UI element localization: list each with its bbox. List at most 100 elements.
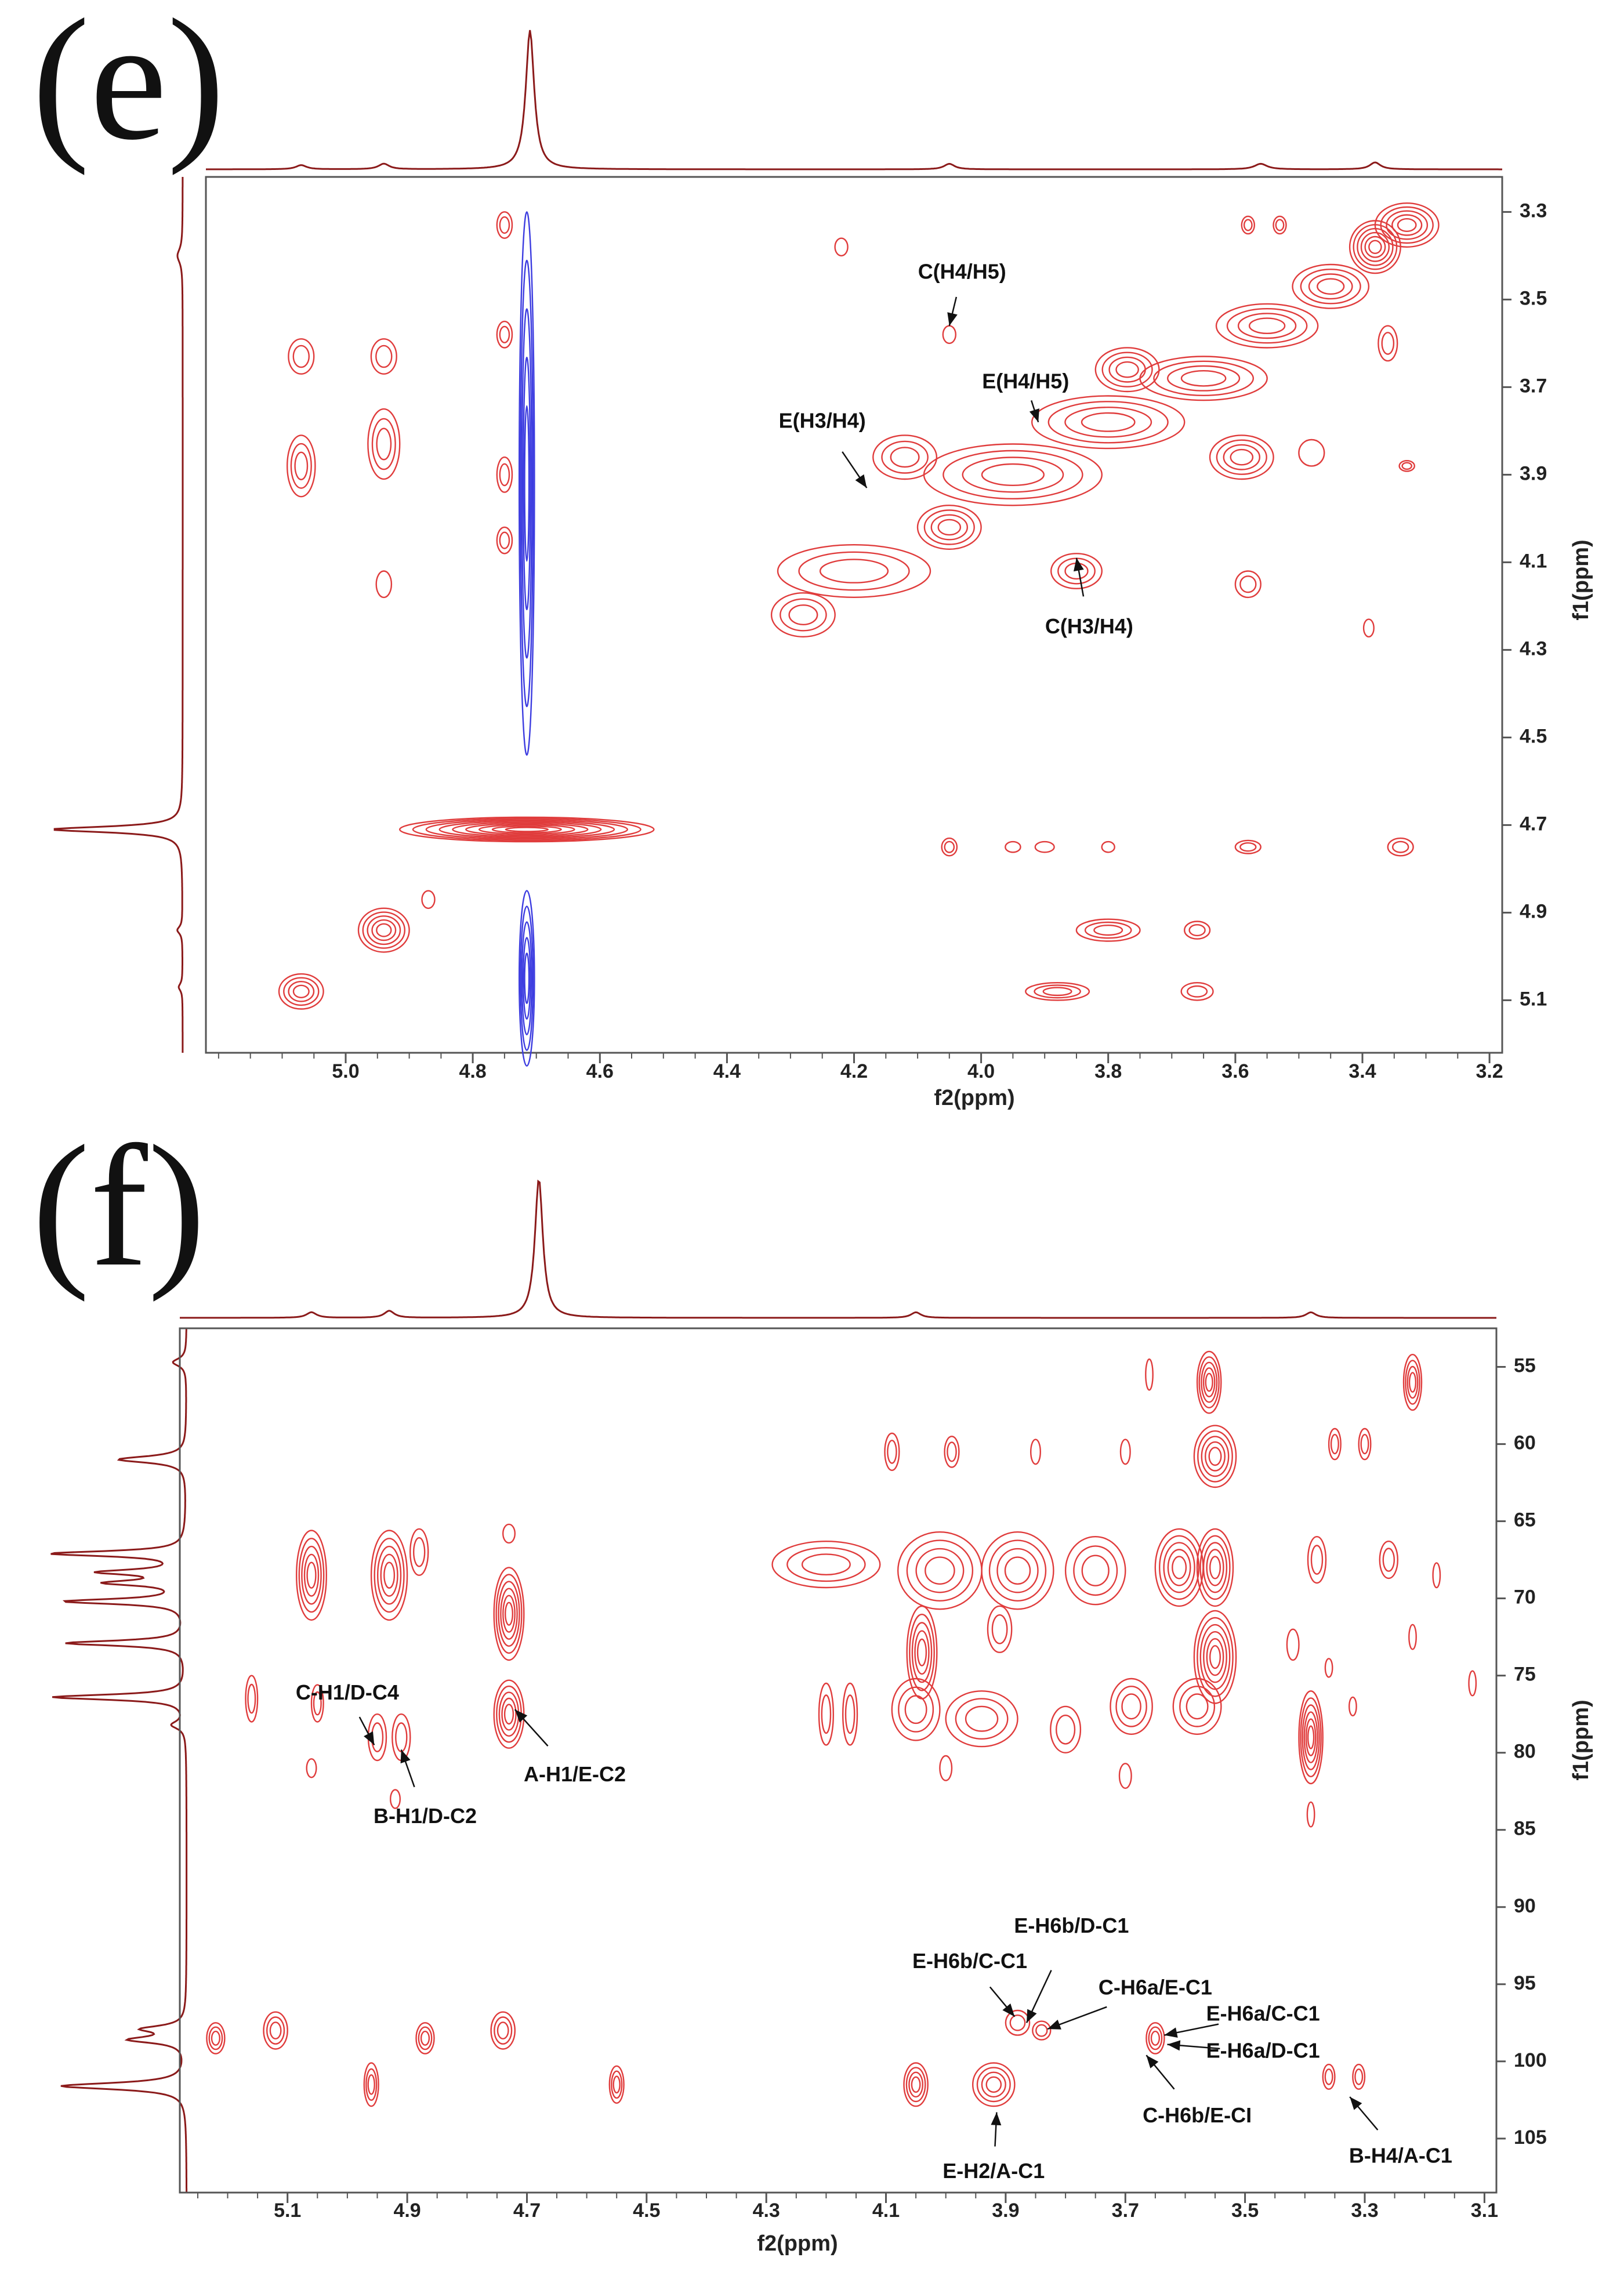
panel-e-top-projection — [206, 30, 1502, 171]
contour-level — [398, 816, 655, 843]
contour-level — [905, 2067, 926, 2103]
contour-level — [891, 1677, 941, 1741]
contour-peak — [496, 211, 513, 239]
contour-level — [521, 308, 532, 659]
contour-level — [842, 1682, 858, 1746]
x-tick-label: 4.3 — [753, 2200, 780, 2222]
contour-peak — [972, 2062, 1016, 2107]
annotation: E-H6b/C-C1 — [912, 1949, 1027, 2017]
panel-e-y-axis-label: f1(ppm) — [1569, 539, 1593, 620]
contour-level — [1402, 1354, 1423, 1411]
contour-level — [1300, 1697, 1322, 1778]
contour-peak — [1408, 1624, 1417, 1650]
contour-level — [1275, 219, 1285, 231]
contour-peak — [834, 237, 849, 257]
annotation: C(H4/H5) — [918, 260, 1006, 326]
contour-level — [1380, 206, 1434, 244]
panel-f-plot-frame — [179, 1327, 1498, 2194]
contour-peak — [884, 1432, 900, 1471]
contour-level — [1031, 395, 1186, 450]
contour-level — [478, 824, 575, 835]
contour-level — [420, 2030, 430, 2046]
contour-level — [524, 952, 530, 1004]
contour-peak — [1005, 840, 1021, 853]
contour-level — [1064, 407, 1152, 438]
contour-level — [1118, 1763, 1132, 1789]
contour-level — [1202, 1542, 1228, 1593]
contour-level — [499, 463, 510, 487]
contour-level — [288, 981, 315, 1002]
contour-level — [298, 1538, 325, 1613]
contour-level — [1188, 924, 1206, 937]
contour-level — [1362, 618, 1375, 637]
contour-level — [498, 1581, 520, 1647]
contour-peak — [872, 434, 938, 480]
contour-level — [941, 837, 958, 857]
contour-level — [1209, 1645, 1221, 1669]
contour-level — [981, 1531, 1054, 1610]
contour-level — [962, 456, 1064, 493]
contour-level — [500, 1588, 518, 1640]
contour-level — [1148, 2026, 1163, 2050]
contour-level — [1184, 921, 1211, 940]
contour-level — [1150, 2030, 1161, 2046]
contour-level — [898, 1686, 934, 1733]
contour-level — [1234, 570, 1262, 599]
x-tick-label: 5.1 — [274, 2200, 301, 2222]
annotation: A-H1/E-C2 — [514, 1709, 626, 1786]
contour-level — [821, 1694, 832, 1734]
contour-peak — [1094, 347, 1160, 393]
contour-level — [1197, 1430, 1233, 1483]
y-tick-label: 3.3 — [1520, 200, 1547, 222]
contour-level — [1330, 1434, 1339, 1455]
x-tick-label: 4.6 — [586, 1060, 614, 1082]
contour-peak — [1398, 460, 1415, 472]
contour-level — [1298, 439, 1325, 467]
contour-level — [1286, 1628, 1300, 1661]
contour-level — [390, 1789, 401, 1809]
contour-peak — [496, 320, 513, 349]
contour-peak — [1075, 918, 1141, 942]
contour-level — [206, 2022, 226, 2055]
x-tick-label: 5.0 — [332, 1060, 359, 1082]
contour-level — [1121, 1693, 1141, 1720]
contour-level — [301, 1545, 322, 1605]
y-tick-label: 85 — [1514, 1818, 1536, 1840]
annotation: E-H6b/D-C1 — [1014, 1914, 1129, 2023]
contour-peak — [1306, 1801, 1315, 1828]
x-tick-label: 3.3 — [1351, 2200, 1378, 2222]
contour-level — [365, 2068, 378, 2101]
contour-level — [266, 2016, 285, 2045]
annotation: E-H2/A-C1 — [942, 2112, 1045, 2183]
contour-level — [412, 817, 641, 842]
panel-f-x-axis-label: f2(ppm) — [757, 2231, 838, 2256]
contour-level — [872, 434, 938, 480]
panel-f: (f) C-H1/D-C4 B-H1/D-C2 A-H1/E-C2 E-H6b/C-C… — [32, 1110, 1593, 2256]
contour-peak — [502, 1523, 516, 1544]
contour-level — [834, 237, 849, 257]
contour-level — [987, 1605, 1013, 1653]
contour-peak — [1050, 1705, 1082, 1753]
contour-level — [788, 604, 818, 625]
contour-level — [503, 1704, 514, 1725]
contour-level — [1172, 1556, 1187, 1579]
contour-peak — [370, 338, 397, 375]
annotation: C-H6a/E-C1 — [1047, 1975, 1212, 2030]
y-tick-label: 100 — [1514, 2049, 1547, 2071]
contour-level — [1050, 1705, 1082, 1753]
contour-peak — [245, 1675, 259, 1723]
contour-peak — [1030, 1439, 1041, 1465]
contour-peak — [1241, 215, 1256, 235]
contour-peak — [771, 1541, 881, 1589]
x-tick-label: 4.1 — [872, 2200, 900, 2222]
contour-level — [496, 2021, 509, 2040]
contour-peak — [1234, 839, 1262, 854]
contour-peak — [1234, 570, 1262, 599]
contour-peak — [1196, 1528, 1234, 1607]
contour-level — [890, 447, 920, 468]
contour-level — [1197, 1617, 1234, 1697]
contour-peak — [1298, 1690, 1324, 1785]
contour-peak — [1180, 982, 1214, 1001]
contour-level — [942, 450, 1083, 500]
